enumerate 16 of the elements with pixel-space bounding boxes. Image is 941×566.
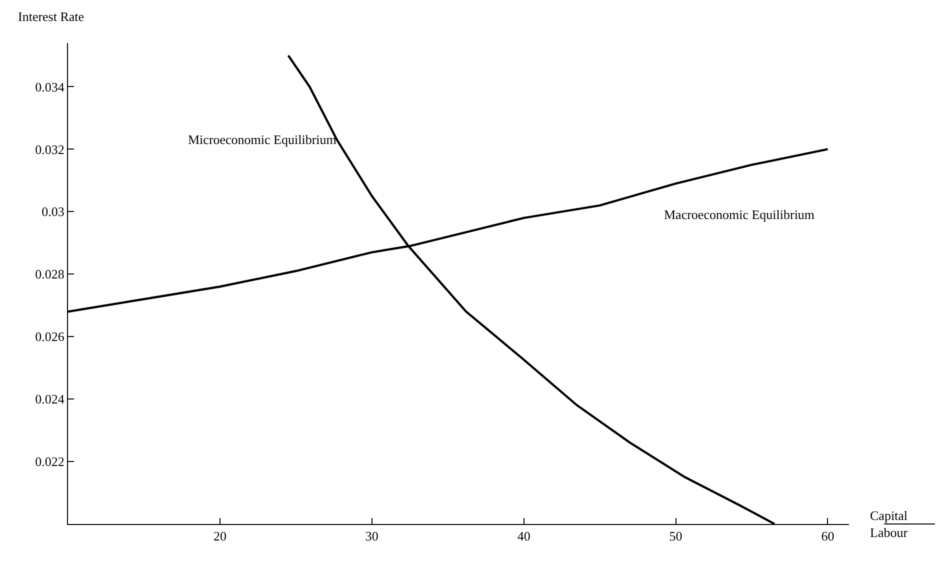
x-tick-label: 50 [669,528,682,544]
y-tick-label: 0.03 [42,204,64,220]
y-tick-label: 0.026 [35,329,65,344]
y-tick-label: 0.024 [35,392,65,407]
x-axis-title: Capital Labour [870,508,908,540]
y-tick-label: 0.028 [35,266,64,282]
series-label: Macroeconomic Equilibrium [664,207,815,222]
y-tick-label: 0.034 [35,79,65,94]
x-tick-label: 60 [821,528,834,544]
x-tick-label: 20 [213,528,226,544]
y-tick-label: 0.032 [35,142,64,157]
series-label: Microeconomic Equilibrium [188,132,336,147]
x-tick-label: 40 [517,528,530,544]
x-tick-label: 30 [365,528,378,544]
y-axis-title: Interest Rate [18,9,84,24]
y-tick-label: 0.022 [35,454,64,470]
